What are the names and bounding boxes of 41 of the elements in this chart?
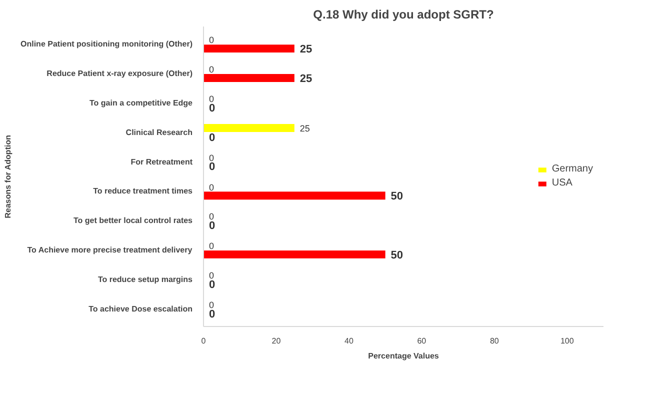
x-tick-label: 0 — [201, 336, 206, 346]
y-tick-label: Online Patient positioning monitoring (Other) — [20, 40, 193, 49]
x-tick-label: 20 — [272, 336, 282, 346]
data-label: 0 — [208, 102, 216, 114]
x-tick-label: 60 — [417, 336, 427, 346]
data-label: 0 — [208, 212, 214, 222]
y-tick-label: To Achieve more precise treatment delivery — [27, 246, 193, 255]
y-tick-label: To gain a competitive Edge — [90, 98, 194, 108]
data-label: 0 — [208, 270, 214, 281]
data-label: 0 — [208, 300, 214, 310]
chart-title: Q.18 Why did you adopt SGRT? — [313, 8, 494, 22]
data-label: 0 — [208, 161, 216, 174]
y-tick-label: Reduce Patient x-ray exposure (Other) — [46, 69, 193, 78]
y-tick-label: For Retreatment — [130, 157, 193, 166]
x-tick-label: 100 — [560, 336, 574, 346]
data-label: 0 — [208, 278, 216, 291]
data-label: 0 — [208, 35, 214, 46]
data-label: 0 — [208, 152, 214, 163]
x-tick-label: 40 — [344, 336, 354, 346]
data-label: 0 — [208, 94, 214, 104]
x-axis-title: Percentage Values — [368, 352, 440, 360]
x-tick-label: 80 — [490, 336, 500, 346]
data-label: 50 — [390, 249, 404, 262]
y-axis-title: Reasons for Adoption — [4, 134, 13, 218]
data-label: 25 — [300, 44, 312, 56]
data-label: 25 — [300, 123, 310, 134]
data-label: 0 — [208, 220, 216, 232]
data-label: 0 — [208, 132, 216, 144]
y-tick-label: To get better local control rates — [74, 216, 194, 226]
data-label: 0 — [208, 308, 216, 320]
data-label: 0 — [208, 241, 214, 252]
y-tick-label: Clinical Research — [126, 128, 193, 137]
data-label: 0 — [208, 64, 214, 75]
data-label: 50 — [390, 190, 404, 203]
legend-label: Germany — [552, 164, 593, 174]
y-tick-label: To reduce treatment times — [93, 186, 194, 196]
y-tick-label: To achieve Dose escalation — [88, 304, 193, 314]
data-label: 25 — [300, 72, 312, 85]
y-tick-label: To reduce setup margins — [98, 274, 194, 284]
data-label: 0 — [208, 182, 214, 192]
legend-label: USA — [552, 178, 572, 188]
